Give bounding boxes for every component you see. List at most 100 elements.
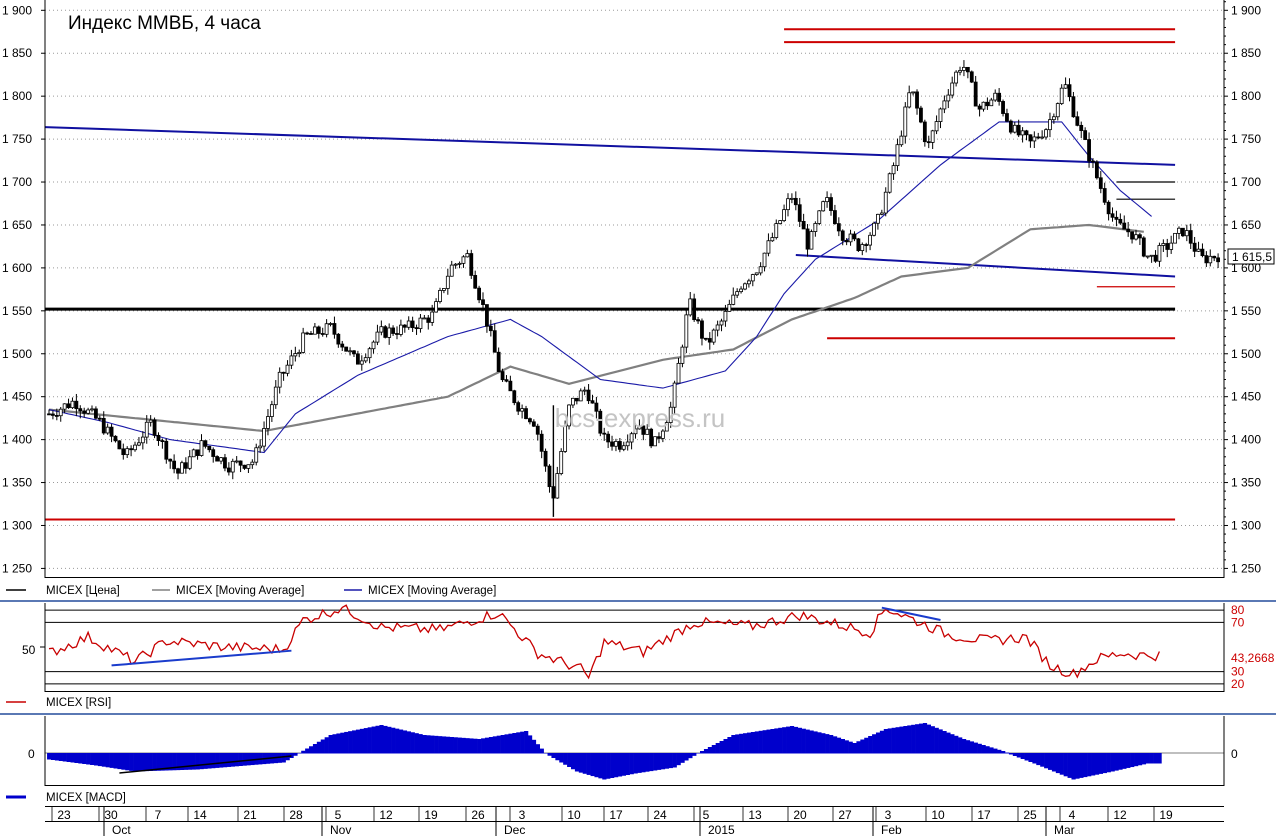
candle [461, 255, 466, 268]
candle-body [305, 332, 309, 335]
candle-body [962, 66, 966, 71]
price-candles [47, 60, 1220, 517]
candle-body [543, 450, 548, 467]
candle [449, 260, 454, 277]
candle [94, 406, 98, 420]
macd-bar [758, 730, 763, 754]
candle [528, 417, 532, 425]
candle [520, 404, 525, 419]
candle-body [281, 371, 286, 374]
candle-body [817, 210, 822, 224]
candle [1177, 226, 1181, 240]
candle-body [496, 351, 501, 372]
candle [844, 238, 849, 246]
candle [344, 346, 349, 352]
macd-bar [1083, 753, 1088, 778]
macd-bar [844, 740, 849, 754]
candle [594, 396, 599, 419]
candle [180, 460, 184, 474]
macd-bar [735, 734, 740, 754]
candle-body [383, 326, 388, 338]
candle [266, 409, 270, 436]
candle [414, 324, 419, 335]
candle [801, 213, 806, 230]
candle [586, 384, 591, 404]
candle [989, 97, 994, 107]
macd-bar [746, 732, 752, 754]
candle [301, 327, 306, 354]
candle [324, 319, 329, 338]
candle-body [58, 408, 63, 417]
macd-bar [969, 741, 975, 754]
candle-body [316, 326, 321, 334]
candle [375, 324, 380, 346]
candle-body [277, 371, 282, 388]
candle-body [825, 197, 829, 203]
macd-bar [109, 753, 114, 768]
macd-bar [1153, 753, 1158, 764]
candle-body [1134, 234, 1138, 240]
candle-body [137, 442, 141, 446]
candle-body [1091, 160, 1095, 163]
candle [645, 424, 650, 435]
macd-bar [398, 729, 404, 754]
candle-body [1001, 101, 1005, 114]
day-label: 28 [289, 808, 303, 822]
candle [234, 456, 239, 464]
macd-bar [1094, 753, 1100, 775]
candle-body [293, 353, 298, 357]
candle [1091, 158, 1095, 169]
candle [531, 419, 536, 427]
candle [907, 85, 912, 109]
macd-bar [242, 753, 247, 766]
macd-bar [1114, 753, 1119, 771]
macd-bar [836, 737, 842, 754]
candle [418, 314, 423, 333]
candle [387, 323, 392, 345]
candle-body [375, 331, 380, 343]
candle [258, 439, 263, 453]
month-label: Dec [504, 823, 525, 836]
macd-bar [62, 753, 67, 762]
candle [309, 331, 313, 335]
candle [876, 213, 880, 230]
macd-bar [293, 753, 298, 756]
macd-bar [547, 753, 552, 756]
candle [1106, 200, 1111, 221]
macd-bar [305, 748, 310, 754]
candle-body [273, 386, 278, 406]
macd-bar [1126, 753, 1131, 768]
candle [262, 421, 266, 452]
candle [199, 434, 204, 457]
macd-bar [883, 729, 888, 754]
price-tick-label-right: 1 250 [1231, 561, 1261, 575]
candle-body [547, 465, 552, 488]
candle-body [90, 408, 94, 411]
candle-body [359, 360, 364, 365]
macd-bar [703, 749, 709, 754]
candle-body [442, 288, 446, 291]
day-label: 23 [57, 808, 71, 822]
macd-bar [887, 728, 892, 754]
legend-ma-long: MICEX [Moving Average] [176, 585, 304, 597]
macd-bar [1067, 753, 1072, 778]
candle [707, 332, 712, 350]
macd-bar [989, 747, 994, 754]
rsi-mid-label: 50 [22, 643, 36, 657]
candle-body [1044, 129, 1048, 138]
candle-body [47, 413, 51, 416]
macd-bar [140, 753, 146, 772]
candle-body [172, 460, 177, 470]
candle-body [852, 233, 857, 240]
candle-body [180, 462, 184, 474]
candle [766, 233, 771, 257]
price-tick-label-left: 1 800 [2, 89, 32, 103]
candle-body [668, 406, 673, 423]
macd-bar [500, 735, 505, 754]
macd-bar [613, 753, 619, 778]
macd-bar [852, 743, 857, 754]
candle [922, 119, 927, 147]
candle-body [1114, 216, 1119, 220]
candle [676, 357, 681, 384]
